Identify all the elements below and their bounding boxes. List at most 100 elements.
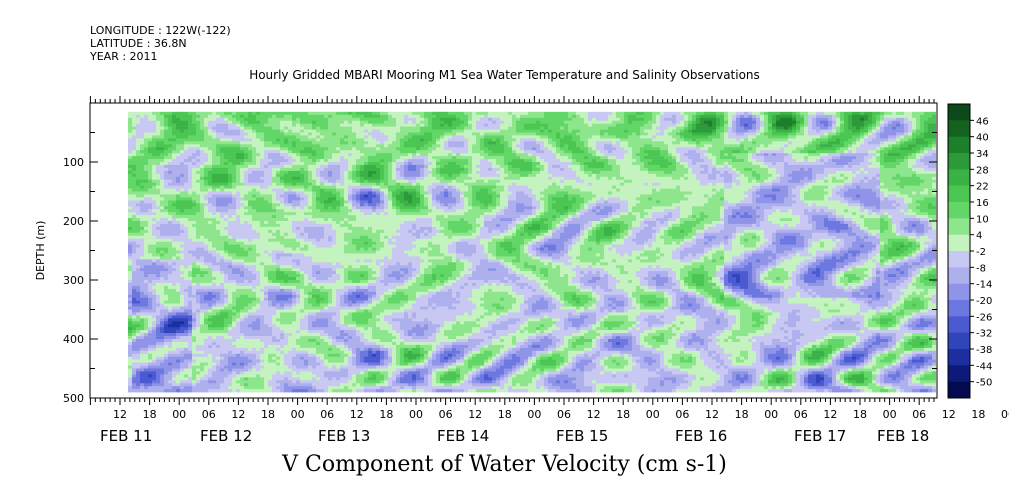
heatmap-cell <box>312 138 316 142</box>
heatmap-cell <box>152 318 156 322</box>
heatmap-cell <box>304 291 308 295</box>
heatmap-cell <box>172 170 176 175</box>
heatmap-cell <box>296 365 300 369</box>
heatmap-cell <box>176 285 180 290</box>
heatmap-cell <box>296 221 300 225</box>
heatmap-cell <box>156 288 160 293</box>
heatmap-cell <box>208 297 212 301</box>
heatmap-cell <box>284 288 288 293</box>
heatmap-cell <box>212 156 216 160</box>
heatmap-cell <box>180 274 184 278</box>
heatmap-cell <box>304 350 308 355</box>
heatmap-cell <box>332 159 336 163</box>
heatmap-cell <box>300 291 304 295</box>
heatmap-cell <box>284 306 288 310</box>
heatmap-cell <box>176 389 180 393</box>
heatmap-cell <box>264 380 268 384</box>
heatmap-cell <box>188 150 192 154</box>
heatmap-cell <box>280 374 284 378</box>
heatmap-cell <box>200 144 204 148</box>
heatmap-cell <box>308 135 312 139</box>
heatmap-cell <box>244 188 248 192</box>
heatmap-cell <box>152 277 156 281</box>
heatmap-cell <box>300 150 304 154</box>
heatmap-cell <box>136 256 140 260</box>
heatmap-cell <box>324 303 328 307</box>
heatmap-cell <box>308 277 312 281</box>
heatmap-cell <box>152 229 156 234</box>
heatmap-cell <box>252 294 256 299</box>
heatmap-cell <box>268 291 272 295</box>
heatmap-cell <box>136 232 140 236</box>
heatmap-cell <box>148 374 152 378</box>
heatmap-cell <box>172 232 176 236</box>
heatmap-cell <box>136 244 140 248</box>
heatmap-cell <box>232 120 236 124</box>
heatmap-cell <box>228 162 232 166</box>
heatmap-cell <box>264 126 268 130</box>
heatmap-cell <box>280 324 284 328</box>
heatmap-cell <box>224 315 228 319</box>
heatmap-cell <box>252 247 256 251</box>
heatmap-cell <box>156 111 160 116</box>
heatmap-cell <box>160 209 164 213</box>
heatmap-cell <box>224 176 228 180</box>
heatmap-cell <box>176 262 180 266</box>
heatmap-cell <box>160 135 164 139</box>
heatmap-cell <box>220 111 224 116</box>
heatmap-cell <box>168 274 172 278</box>
heatmap-cell <box>244 386 248 390</box>
heatmap-cell <box>200 185 204 189</box>
heatmap-cell <box>168 356 172 360</box>
heatmap-cell <box>300 141 304 145</box>
heatmap-cell <box>312 111 316 116</box>
heatmap-cell <box>236 344 240 349</box>
heatmap-cell <box>316 374 320 378</box>
heatmap-cell <box>240 247 244 251</box>
heatmap-cell <box>304 150 308 154</box>
heatmap-cell <box>272 212 276 216</box>
heatmap-cell <box>156 162 160 166</box>
heatmap-cell <box>156 235 160 240</box>
heatmap-cell <box>132 194 136 198</box>
heatmap-cell <box>192 368 196 372</box>
heatmap-cell <box>232 277 236 281</box>
heatmap-cell <box>212 386 216 390</box>
heatmap-cell <box>256 191 260 195</box>
heatmap-cell <box>128 359 132 363</box>
heatmap-cell <box>188 209 192 213</box>
heatmap-cell <box>256 221 260 225</box>
heatmap-cell <box>324 173 328 177</box>
heatmap-cell <box>300 374 304 378</box>
heatmap-cell <box>164 350 168 355</box>
heatmap-cell <box>276 342 280 346</box>
heatmap-cell <box>216 312 220 316</box>
heatmap-cell <box>148 218 152 222</box>
heatmap-cell <box>184 285 188 290</box>
heatmap-cell <box>212 377 216 381</box>
heatmap-cell <box>204 241 208 245</box>
heatmap-cell <box>144 223 148 228</box>
heatmap-cell <box>184 342 188 346</box>
heatmap-cell <box>136 330 140 334</box>
heatmap-cell <box>184 138 188 142</box>
heatmap-cell <box>224 218 228 222</box>
heatmap-cell <box>240 315 244 319</box>
heatmap-cell <box>248 318 252 322</box>
heatmap-cell <box>128 244 132 248</box>
heatmap-cell <box>256 147 260 151</box>
heatmap-cell <box>320 271 324 275</box>
heatmap-cell <box>312 203 316 207</box>
heatmap-cell <box>236 353 240 357</box>
heatmap-cell <box>168 344 172 349</box>
heatmap-cell <box>300 315 304 319</box>
heatmap-cell <box>292 347 296 352</box>
heatmap-cell <box>160 309 164 313</box>
heatmap-cell <box>156 280 160 284</box>
heatmap-cell <box>252 135 256 139</box>
heatmap-cell <box>336 200 340 204</box>
heatmap-cell <box>240 123 244 127</box>
heatmap-cell <box>332 188 336 192</box>
heatmap-cell <box>160 291 164 295</box>
heatmap-cell <box>168 141 172 145</box>
